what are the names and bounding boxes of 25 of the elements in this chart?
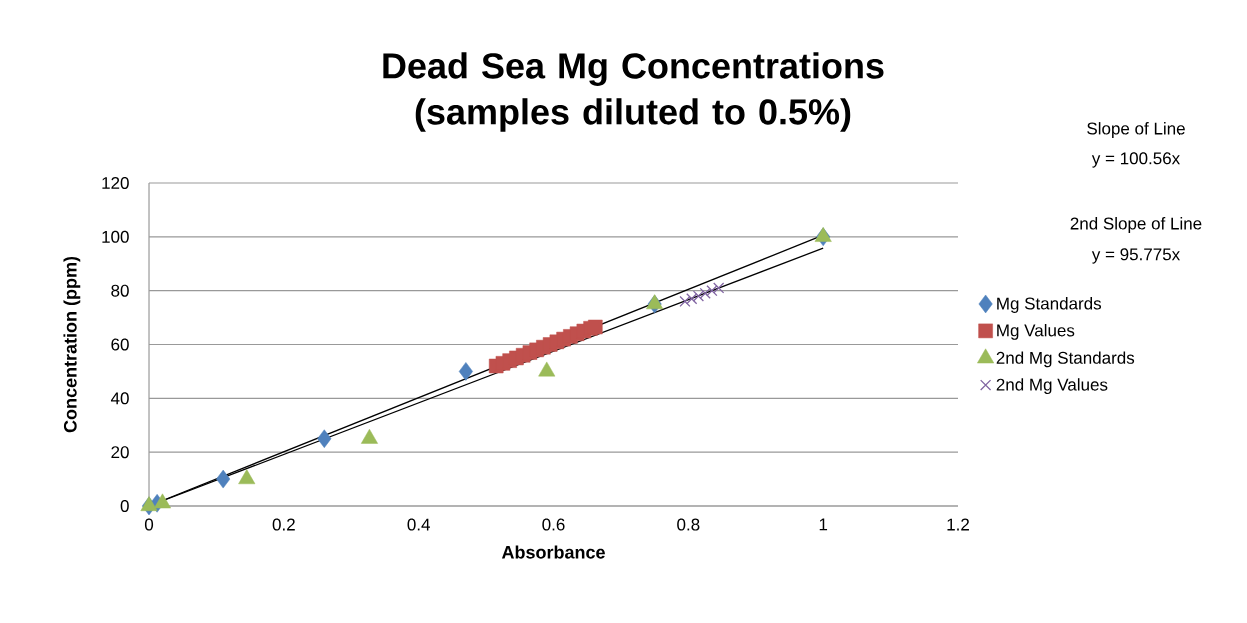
x-tick-label: 1	[819, 518, 828, 531]
y-axis-title: Concentration (ppm)	[63, 256, 81, 433]
x-tick-label: 0	[144, 518, 154, 531]
y-tick-label: 0	[120, 499, 129, 513]
x-axis-title: Absorbance	[501, 545, 605, 559]
legend-label: Mg Standards	[997, 297, 1102, 313]
y-tick-label: 80	[111, 284, 129, 297]
x-tick-label: 0.2	[272, 518, 295, 531]
y-tick-label: 20	[111, 446, 129, 459]
y-tick-label: 40	[110, 392, 129, 405]
x-tick-label: 0.4	[407, 518, 430, 531]
text: Slope of Line	[1087, 122, 1185, 138]
y-tick-label: 60	[111, 338, 129, 351]
text: y = 95.775x	[1091, 248, 1180, 264]
legend-label: 2nd Mg Values	[996, 378, 1108, 395]
x-tick-label: 0.8	[677, 518, 700, 531]
x-tick-label: 0.6	[542, 518, 565, 531]
text: y = 100.56x	[1091, 152, 1180, 168]
legend-label: 2nd Mg Standards	[996, 351, 1135, 368]
legend-label: Mg Values	[997, 323, 1075, 340]
text: 2nd Slope of Line	[1070, 217, 1202, 233]
y-tick-label: 120	[102, 176, 129, 190]
x-tick-label: 1.2	[947, 518, 969, 531]
chart-title: Dead Sea Mg Concentrations (samples diluted to 0.5%)	[383, 52, 884, 132]
y-tick-label: 100	[102, 230, 129, 243]
